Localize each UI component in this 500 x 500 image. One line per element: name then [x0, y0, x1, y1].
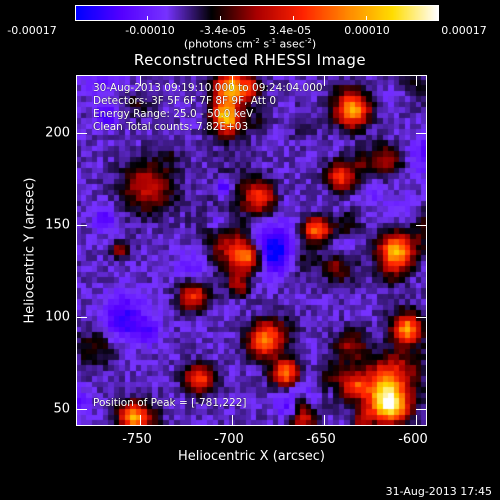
colorbar — [75, 5, 439, 21]
colorbar-tick-label: -3.4e-05 — [199, 24, 247, 37]
y-tick-label: 200 — [45, 125, 70, 141]
colorbar-ticks — [75, 16, 439, 21]
info-energy-range: Energy Range: 25.0 - 50.0 keV — [93, 108, 254, 120]
plot-title: Reconstructed RHESSI Image — [133, 51, 367, 69]
colorbar-tick-label: -0.00017 — [7, 24, 57, 37]
x-tick-label: -750 — [122, 432, 152, 447]
info-detectors: Detectors: 3F 5F 6F 7F 8F 9F, Att 0 — [93, 95, 277, 107]
colorbar-tick-label: 3.4e-05 — [268, 24, 312, 37]
x-tick-label: -700 — [214, 432, 244, 447]
colorbar-tick-label: -0.00010 — [125, 24, 175, 37]
timestamp: 31-Aug-2013 17:45 — [385, 485, 492, 498]
y-tick-label: 100 — [45, 309, 70, 325]
y-tick-label: 150 — [45, 217, 70, 233]
x-tick-label: -600 — [398, 432, 428, 447]
x-tick-label: -650 — [306, 432, 336, 447]
y-tick-label: 50 — [53, 401, 70, 417]
info-total-counts: Clean Total counts: 7.82E+03 — [93, 121, 249, 133]
colorbar-tick-label: 0.00010 — [344, 24, 390, 37]
heatmap-image — [76, 75, 427, 426]
colorbar-tick-label: 0.00017 — [441, 24, 487, 37]
x-axis-label: Heliocentric X (arcsec) — [178, 449, 325, 464]
y-axis-label: Heliocentric Y (arcsec) — [22, 177, 38, 324]
peak-position-label: Position of Peak = [-781,222] — [93, 397, 247, 409]
colorbar-units: (photons cm-2 s-1 asec-2) — [183, 37, 317, 51]
info-time-range: 30-Aug-2013 09:19:10.000 to 09:24:04.000 — [93, 82, 323, 94]
